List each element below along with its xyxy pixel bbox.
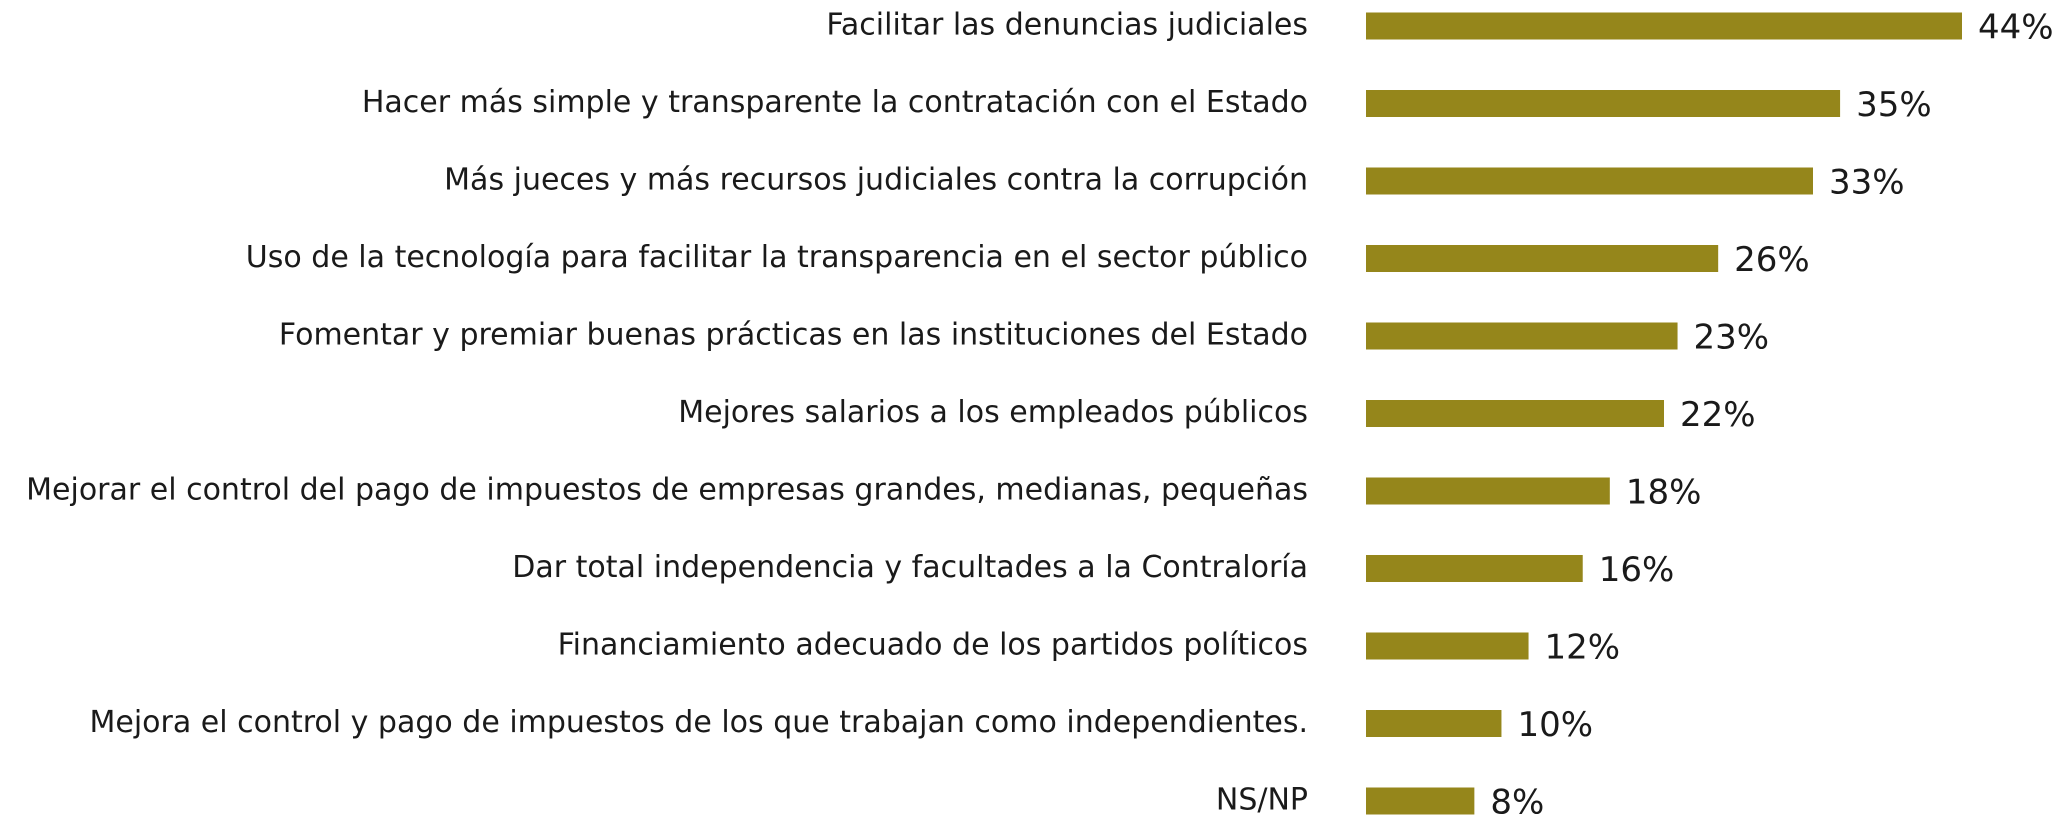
value-label: 44% [1978, 8, 2054, 48]
value-label: 23% [1694, 318, 1770, 358]
value-label: 8% [1490, 783, 1544, 818]
value-label: 16% [1599, 550, 1675, 590]
bar [1366, 322, 1678, 350]
value-label: 18% [1626, 473, 1702, 513]
bar [1366, 12, 1962, 40]
category-label: Más jueces y más recursos judiciales con… [444, 163, 1308, 198]
category-label: Facilitar las denuncias judiciales [826, 8, 1308, 43]
value-label: 26% [1734, 240, 1810, 280]
category-label: Uso de la tecnología para facilitar la t… [246, 240, 1308, 275]
bar [1366, 167, 1813, 195]
category-label: Mejorar el control del pago de impuestos… [26, 473, 1308, 508]
value-label: 10% [1517, 705, 1593, 745]
value-label: 35% [1856, 85, 1932, 125]
category-label: Hacer más simple y transparente la contr… [362, 85, 1308, 120]
bar [1366, 90, 1841, 117]
bar [1366, 710, 1502, 737]
bar [1366, 555, 1583, 582]
bar [1366, 477, 1610, 505]
category-label: Fomentar y premiar buenas prácticas en l… [279, 318, 1308, 353]
category-label: Dar total independencia y facultades a l… [512, 550, 1308, 585]
bar [1366, 400, 1664, 427]
value-label: 33% [1829, 163, 1905, 203]
bar [1366, 787, 1475, 815]
value-label: 22% [1680, 395, 1756, 435]
category-label: Financiamiento adecuado de los partidos … [558, 628, 1308, 663]
value-label: 12% [1545, 628, 1621, 668]
category-label: Mejora el control y pago de impuestos de… [90, 705, 1309, 740]
bar [1366, 245, 1719, 272]
category-label: NS/NP [1216, 783, 1308, 818]
bar [1366, 632, 1529, 660]
category-label: Mejores salarios a los empleados público… [678, 395, 1308, 430]
